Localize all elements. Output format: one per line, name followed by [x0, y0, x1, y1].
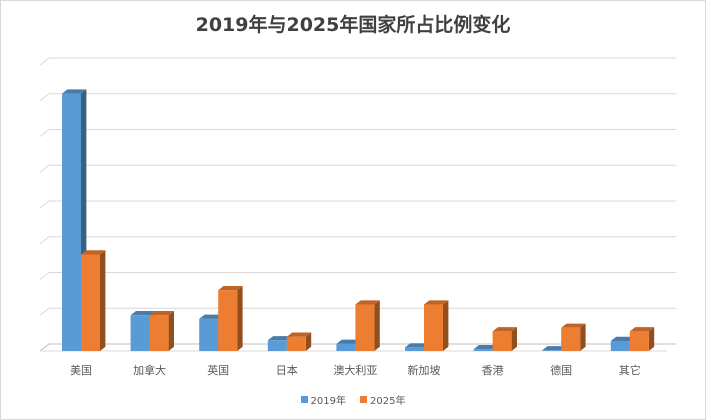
- gridline: [39, 307, 676, 316]
- bar-2025年-德国[interactable]: [561, 323, 586, 351]
- bar-top: [355, 300, 380, 305]
- bar-front: [199, 318, 219, 351]
- bar-front: [561, 327, 581, 351]
- bar-2025年-美国[interactable]: [81, 250, 106, 351]
- bar-top: [62, 89, 87, 94]
- bar-side: [100, 250, 106, 351]
- bar-front: [62, 93, 81, 351]
- legend-item-2019[interactable]: 2019年: [300, 392, 346, 407]
- bar-top: [473, 345, 498, 350]
- legend-item-2025[interactable]: 2025年: [360, 392, 405, 407]
- legend: 2019年 2025年: [0, 392, 706, 407]
- bar-top: [218, 286, 243, 291]
- legend-label-2019: 2019年: [310, 396, 346, 407]
- bar-top: [424, 300, 449, 305]
- bar-side: [511, 327, 517, 351]
- bar-top: [610, 336, 636, 341]
- bar-side: [168, 311, 174, 351]
- bar-top: [405, 343, 430, 348]
- bar-side: [443, 300, 449, 351]
- bar-front: [218, 290, 238, 351]
- bar-front: [610, 340, 630, 351]
- bar-top: [149, 311, 174, 316]
- gridline: [39, 236, 676, 245]
- x-tick-label: 香港: [482, 364, 504, 377]
- bar-2025年-澳大利亚[interactable]: [355, 300, 380, 351]
- bars: [62, 89, 655, 352]
- bar-top: [267, 336, 293, 341]
- bar-top: [286, 332, 312, 337]
- legend-swatch-2025: [360, 396, 367, 403]
- x-tick-label: 美国: [70, 364, 92, 377]
- bar-front: [405, 347, 424, 351]
- gridline: [39, 200, 676, 209]
- bar-front: [267, 340, 287, 351]
- bar-top: [561, 323, 586, 328]
- bar-2025年-新加坡[interactable]: [424, 300, 449, 351]
- bar-top: [336, 339, 361, 344]
- gridline: [39, 57, 676, 66]
- bar-2025年-日本[interactable]: [286, 332, 312, 352]
- legend-swatch-2019: [300, 396, 308, 403]
- gridline: [39, 272, 676, 280]
- x-tick-label: 英国: [207, 363, 229, 377]
- bar-front: [81, 254, 100, 351]
- bar-top: [542, 346, 567, 351]
- bar-top: [492, 327, 517, 332]
- bar-front: [149, 315, 169, 351]
- gridline: [39, 93, 676, 102]
- bar-front: [355, 304, 375, 351]
- gridline: [39, 129, 676, 137]
- x-tick-label: 日本: [276, 363, 298, 377]
- bar-side: [648, 327, 655, 351]
- bar-2025年-香港[interactable]: [492, 327, 517, 351]
- gridlines: [39, 57, 676, 352]
- bar-front: [473, 349, 493, 351]
- x-tick-label: 德国: [550, 363, 572, 377]
- bar-side: [237, 286, 243, 351]
- bar-top: [629, 327, 655, 332]
- x-tick-label: 加拿大: [133, 363, 166, 377]
- legend-label-2025: 2025年: [370, 396, 406, 407]
- chart-title: 2019年与2025年国家所占比例变化: [195, 14, 511, 36]
- gridline: [39, 164, 676, 173]
- bar-2025年-英国[interactable]: [218, 286, 243, 351]
- bar-2025年-加拿大[interactable]: [149, 311, 174, 351]
- bar-front: [542, 350, 562, 351]
- x-tick-label: 其它: [619, 363, 641, 377]
- x-axis-labels: 美国 加拿大 英国 日本 澳大利亚 新加坡 香港 德国 其它: [70, 363, 641, 377]
- bar-top: [199, 314, 224, 319]
- bar-side: [374, 300, 380, 351]
- bar-side: [305, 332, 312, 351]
- bar-front: [492, 331, 512, 351]
- bar-front: [629, 331, 649, 351]
- x-tick-label: 新加坡: [408, 363, 441, 377]
- bar-front: [336, 343, 356, 351]
- floor-line: [39, 343, 676, 352]
- bar-front: [424, 304, 443, 351]
- bar-front: [130, 315, 150, 351]
- bar-2025年-其它[interactable]: [629, 327, 655, 351]
- x-tick-label: 澳大利亚: [333, 363, 377, 377]
- bar-front: [286, 336, 306, 351]
- bar-top: [130, 311, 155, 316]
- bar-top: [81, 250, 106, 255]
- bar-side: [580, 323, 586, 351]
